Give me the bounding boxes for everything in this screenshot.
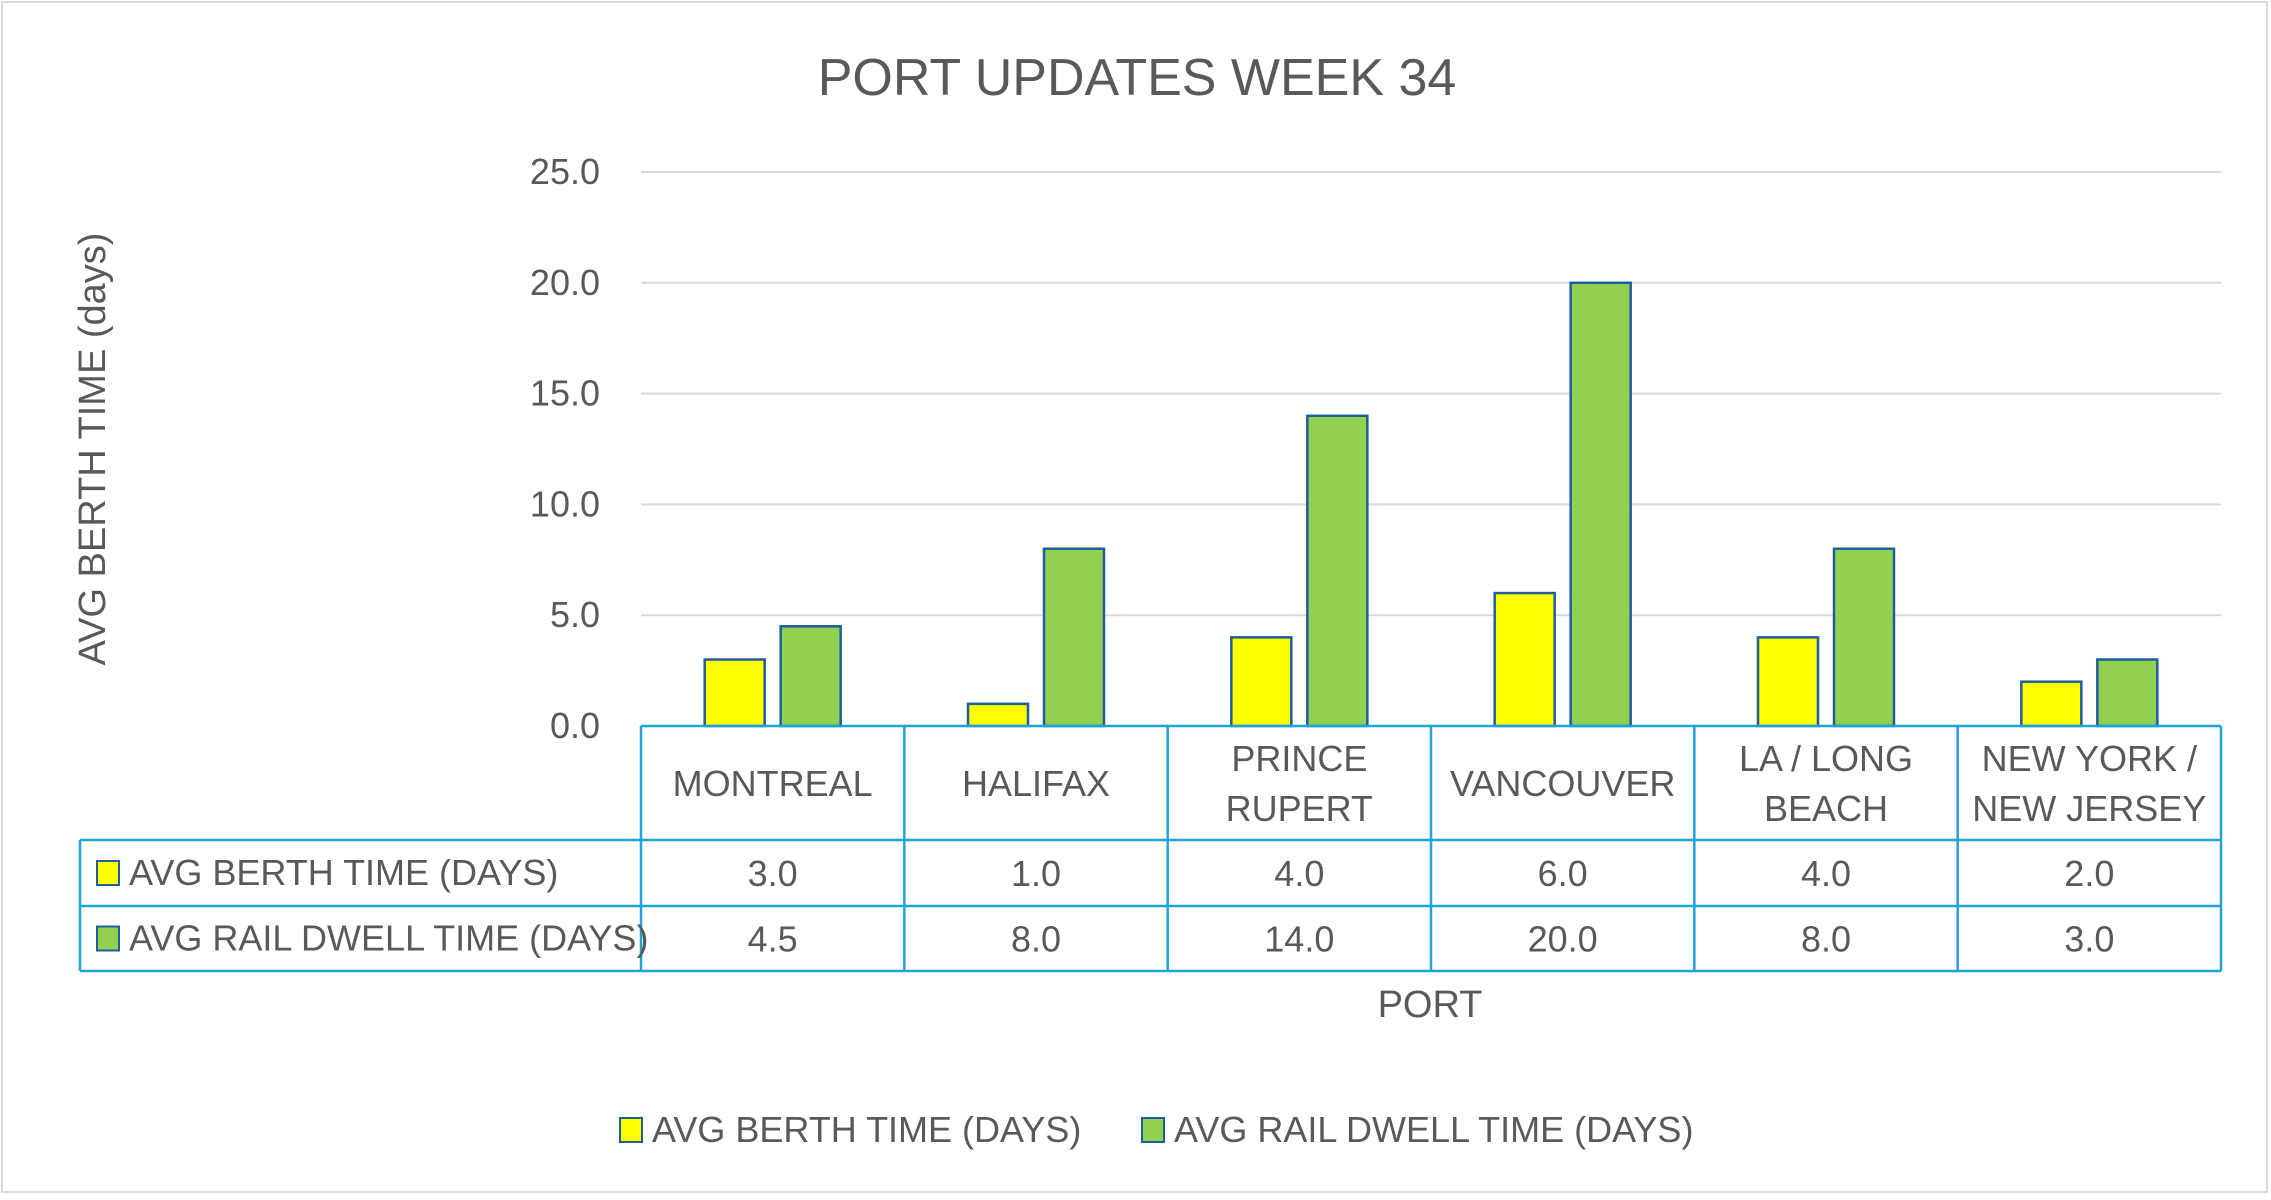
- legend-key-swatch: [96, 860, 120, 886]
- bar-berth-time: [1493, 591, 1556, 728]
- legend: AVG BERTH TIME (DAYS) AVG RAIL DWELL TIME…: [619, 1109, 1693, 1150]
- x-axis-title: PORT: [1378, 984, 1483, 1026]
- table-cell-value: 2.0: [2064, 853, 2114, 894]
- table-cell-value: 20.0: [1528, 919, 1598, 960]
- table-cell-value: 4.0: [1274, 853, 1324, 894]
- legend-swatch: [619, 1117, 643, 1143]
- data-table: MONTREAL HALIFAX PRINCE RUPERT VANCOUVER LA /…: [78, 724, 2223, 973]
- category-label: VANCOUVER: [1450, 763, 1675, 804]
- bar-berth-time: [1756, 636, 1820, 728]
- bar-rail-dwell-time: [1569, 281, 1632, 728]
- category-label: PRINCE: [1231, 738, 1367, 779]
- table-cell-value: 4.0: [1801, 853, 1851, 894]
- chart-title: PORT UPDATES WEEK 34: [818, 49, 1457, 107]
- bar-rail-dwell-time: [1832, 547, 1896, 728]
- table-cell-value: 8.0: [1801, 919, 1851, 960]
- y-tick-label: 10.0: [530, 483, 600, 524]
- bar-rail-dwell-time: [1042, 547, 1106, 728]
- legend-key-swatch: [96, 925, 120, 952]
- legend-label: AVG RAIL DWELL TIME (DAYS): [1174, 1109, 1693, 1150]
- table-cell-value: 3.0: [2064, 919, 2114, 960]
- bar-berth-time: [1230, 636, 1293, 728]
- category-label: RUPERT: [1226, 788, 1373, 829]
- bar-chart: PORT UPDATES WEEK 34 AVG BERTH TIME (day…: [72, 49, 2223, 1150]
- table-cell-value: 8.0: [1011, 919, 1061, 960]
- legend-swatch: [1141, 1117, 1165, 1143]
- category-label: HALIFAX: [962, 763, 1110, 804]
- row-label: AVG BERTH TIME (DAYS): [129, 852, 558, 893]
- row-label: AVG RAIL DWELL TIME (DAYS): [129, 918, 648, 959]
- table-cell-value: 4.5: [748, 919, 798, 960]
- table-cell-value: 1.0: [1011, 853, 1061, 894]
- bar-rail-dwell-time: [779, 625, 842, 728]
- legend-label: AVG BERTH TIME (DAYS): [652, 1109, 1081, 1150]
- table-cell-value: 6.0: [1538, 853, 1588, 894]
- y-tick-labels: 0.0 5.0 10.0 15.0 20.0 25.0: [530, 151, 600, 746]
- y-tick-label: 20.0: [530, 262, 600, 303]
- y-tick-label: 5.0: [550, 594, 600, 635]
- gridlines: [641, 171, 2221, 617]
- y-tick-label: 15.0: [530, 373, 600, 414]
- table-cell-value: 14.0: [1264, 919, 1334, 960]
- y-tick-label: 0.0: [550, 705, 600, 746]
- bar-berth-time: [703, 658, 766, 728]
- table-cell-value: 3.0: [748, 853, 798, 894]
- bars: [703, 281, 2159, 728]
- category-label: BEACH: [1764, 788, 1888, 829]
- category-label: NEW YORK /: [1982, 738, 2197, 779]
- bar-berth-time: [966, 702, 1030, 728]
- bar-rail-dwell-time: [2096, 658, 2159, 728]
- category-label: LA / LONG: [1739, 738, 1913, 779]
- y-axis-title: AVG BERTH TIME (days): [72, 233, 114, 666]
- category-label: NEW JERSEY: [1972, 788, 2206, 829]
- y-tick-label: 25.0: [530, 151, 600, 192]
- bar-rail-dwell-time: [1306, 414, 1369, 728]
- bar-berth-time: [2020, 680, 2083, 728]
- category-label: MONTREAL: [673, 763, 873, 804]
